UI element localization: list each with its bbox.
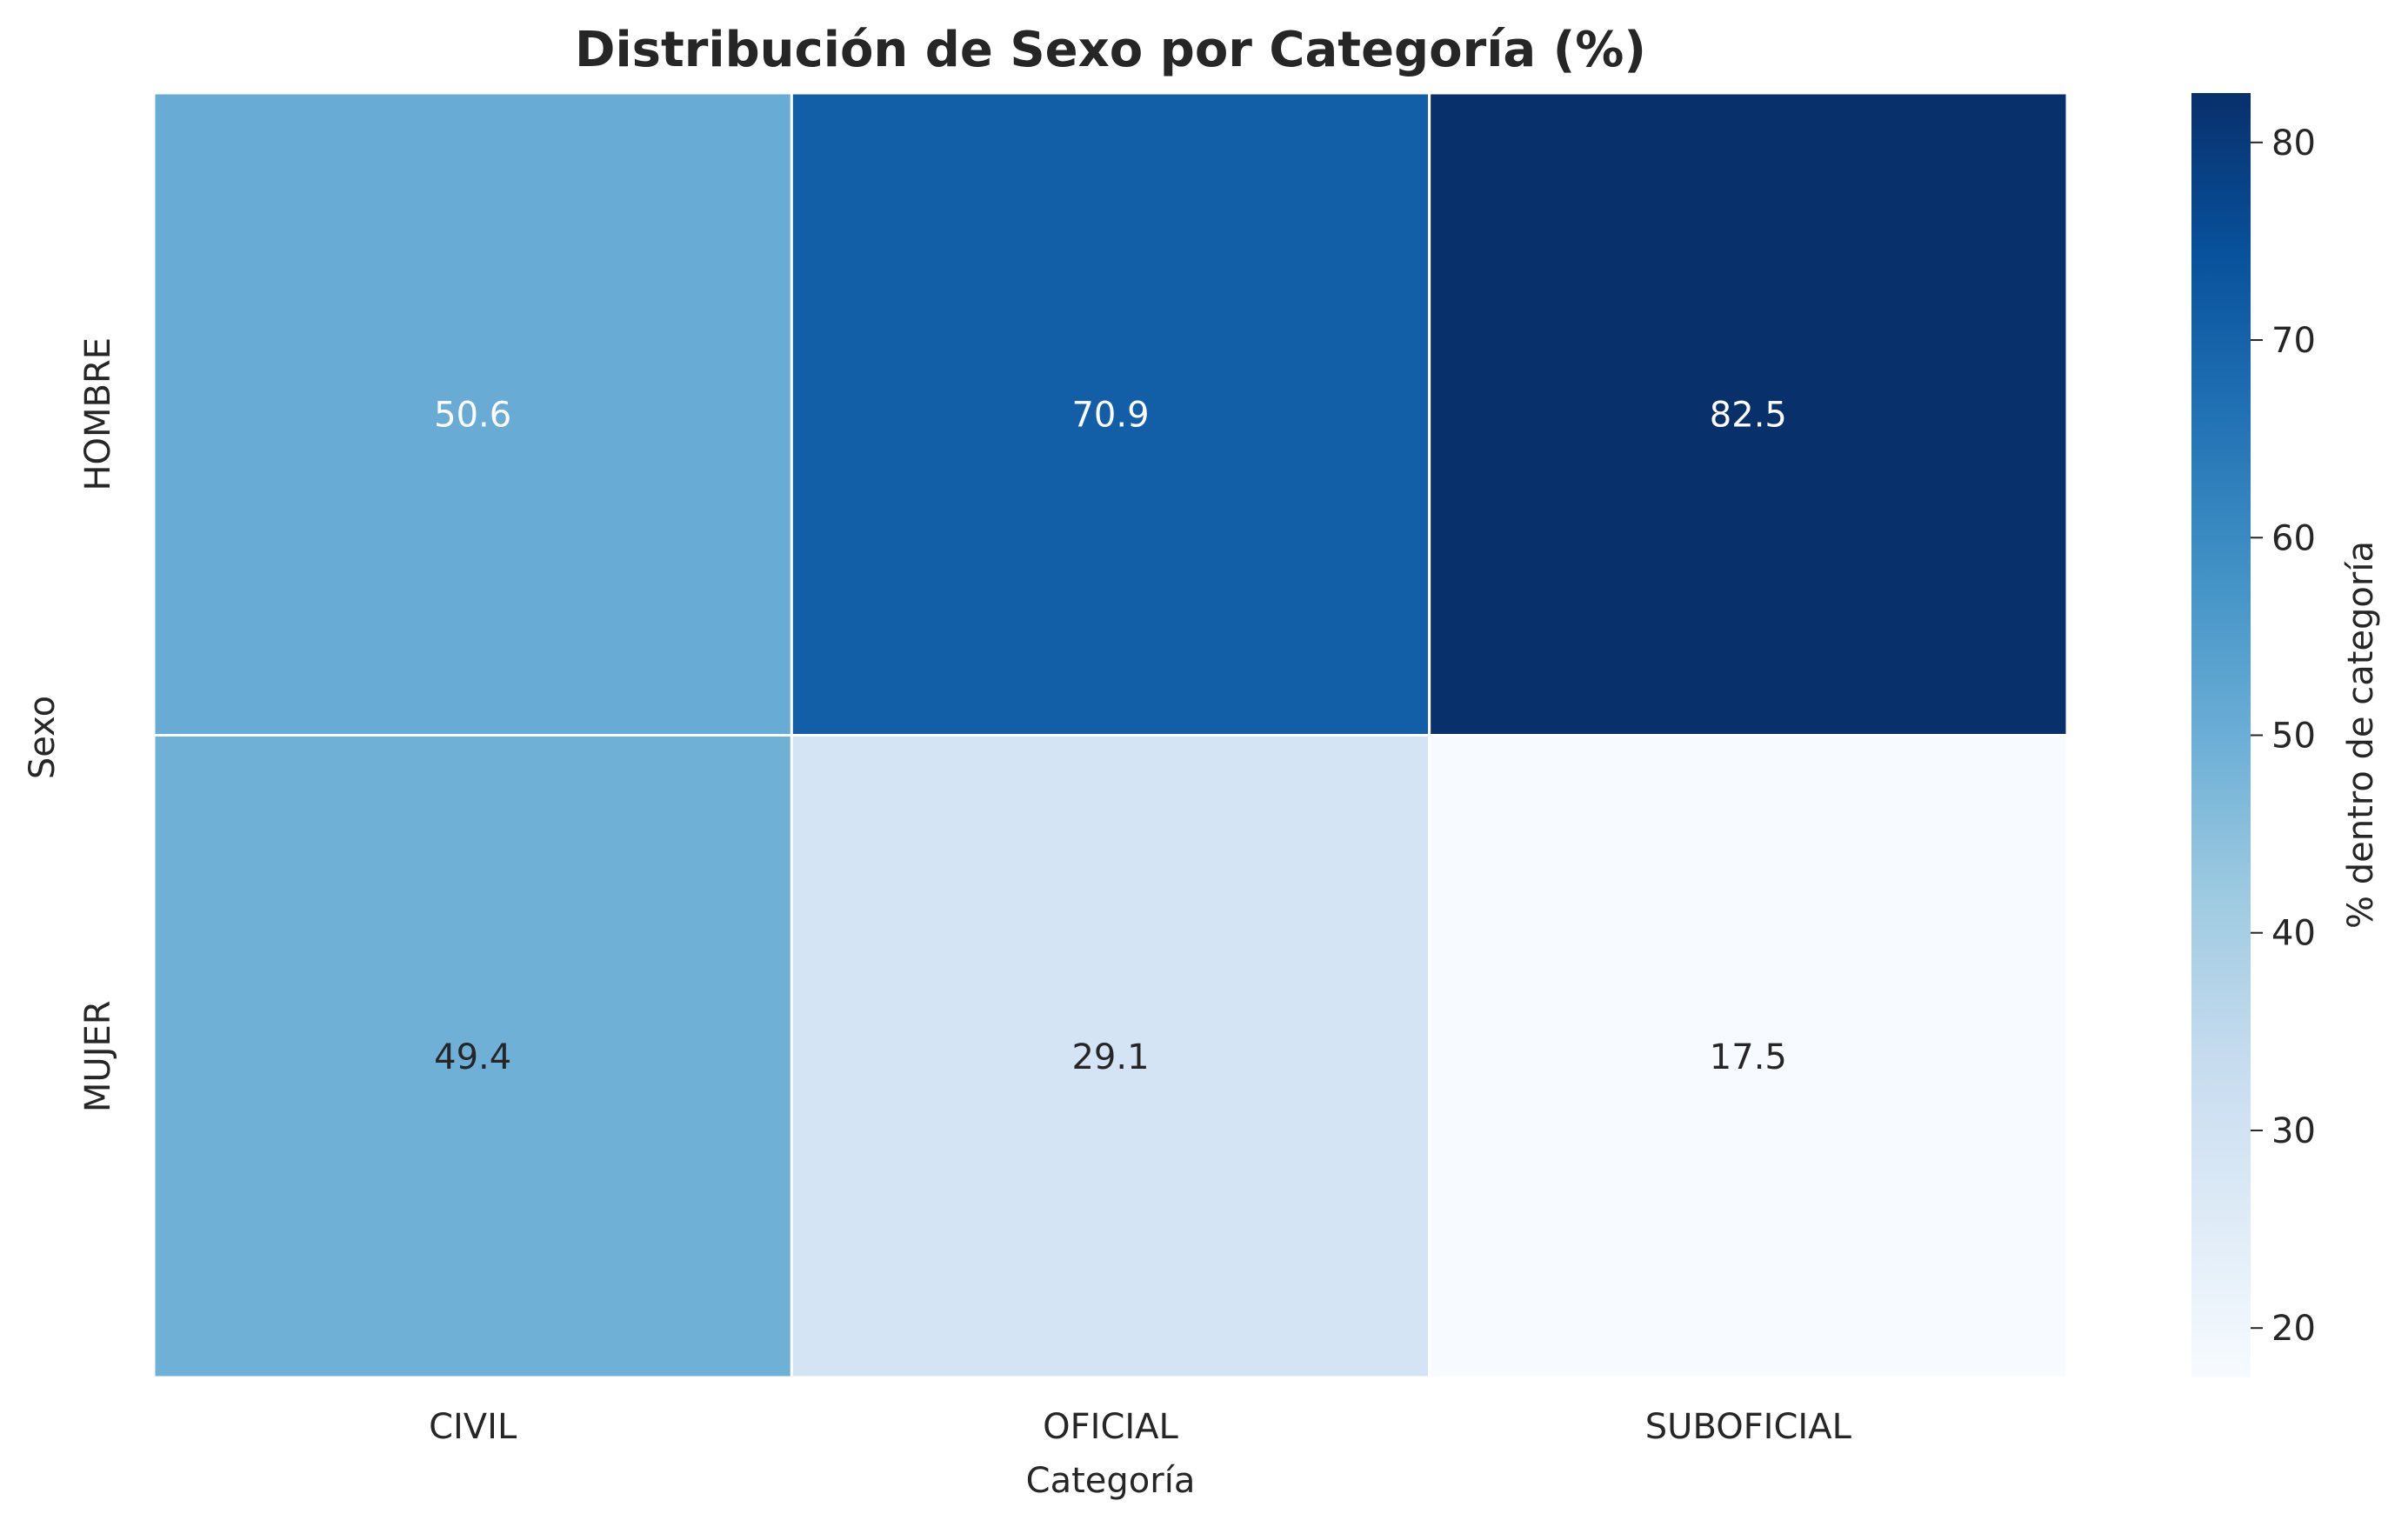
heatmap-cell-mujer-suboficial [1428, 734, 2069, 1379]
cell-value-label: 29.1 [1071, 1037, 1149, 1077]
chart-title: Distribución de Sexo por Categoría (%) [575, 22, 1646, 78]
x-tick-label: CIVIL [429, 1407, 517, 1447]
y-tick-label: HOMBRE [78, 337, 118, 491]
heatmap-cell-labels: 50.6 70.9 82.5 49.4 29.1 17.5 [434, 395, 1787, 1077]
y-axis-ticks: HOMBRE MUJER [78, 337, 118, 1112]
cell-value-label: 49.4 [434, 1037, 511, 1077]
heatmap-cell-mujer-civil [152, 734, 793, 1379]
colorbar-tick-label: 60 [2271, 518, 2316, 558]
heatmap-cells [152, 91, 2069, 1379]
heatmap-cell-hombre-suboficial [1428, 91, 2069, 737]
colorbar-tick-label: 50 [2271, 717, 2316, 757]
y-tick-label: MUJER [78, 1000, 118, 1112]
colorbar-tick-label: 30 [2271, 1111, 2316, 1151]
cell-value-label: 17.5 [1710, 1037, 1787, 1077]
x-axis-ticks: CIVIL OFICIAL SUBOFICIAL [429, 1407, 1851, 1447]
heatmap-cell-mujer-oficial [790, 734, 1431, 1379]
heatmap-cell-hombre-civil [152, 91, 793, 737]
colorbar-label: % dentro de categoría [2341, 541, 2381, 929]
cell-value-label: 70.9 [1071, 395, 1149, 435]
x-tick-label: OFICIAL [1043, 1407, 1178, 1447]
colorbar-tick-label: 20 [2271, 1309, 2316, 1349]
colorbar-tick-label: 40 [2271, 914, 2316, 954]
colorbar-tick-label: 70 [2271, 321, 2316, 361]
x-axis-label: Categoría [1026, 1461, 1196, 1501]
colorbar-ticks: 20 30 40 50 60 70 80 [2251, 123, 2316, 1349]
colorbar [2191, 93, 2251, 1377]
y-axis-label: Sexo [23, 696, 63, 779]
x-tick-label: SUBOFICIAL [1645, 1407, 1852, 1447]
cell-value-label: 82.5 [1710, 395, 1787, 435]
colorbar-tick-label: 80 [2271, 123, 2316, 163]
cell-value-label: 50.6 [434, 395, 511, 435]
heatmap-cell-hombre-oficial [790, 91, 1431, 737]
